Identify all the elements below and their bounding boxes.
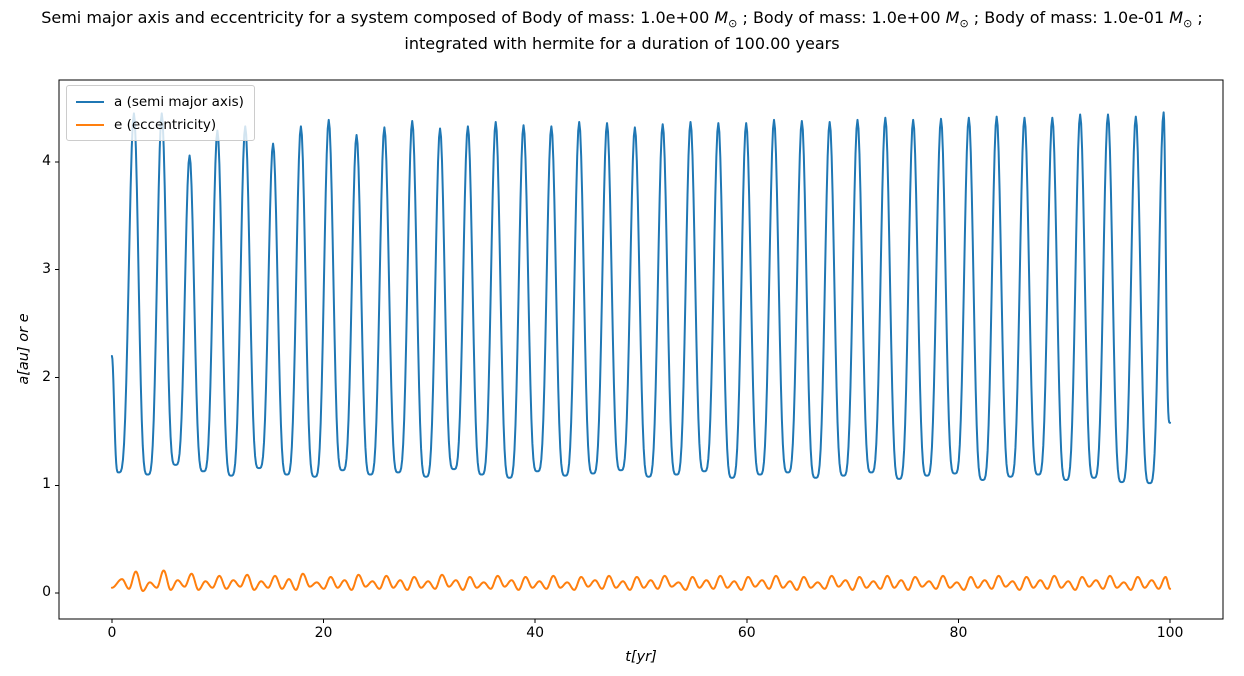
title-line-1: Semi major axis and eccentricity for a s… bbox=[0, 6, 1244, 32]
x-tick-label: 100 bbox=[1156, 625, 1184, 641]
y-tick-label: 3 bbox=[42, 260, 51, 277]
legend-label: a (semi major axis) bbox=[114, 93, 244, 110]
x-tick-label: 20 bbox=[314, 625, 333, 641]
sun-symbol: ⊙ bbox=[728, 17, 738, 31]
solar-mass-symbol: M bbox=[714, 8, 729, 27]
sun-symbol: ⊙ bbox=[1183, 17, 1193, 31]
title-segment: ; Body of mass: 1.0e+00 bbox=[737, 8, 946, 27]
legend-line-sample-orange bbox=[76, 123, 104, 126]
legend-line-sample-blue bbox=[76, 100, 104, 103]
legend: a (semi major axis) e (eccentricity) bbox=[66, 85, 255, 141]
title-segment: Semi major axis and eccentricity for a s… bbox=[41, 8, 715, 27]
legend-item-eccentricity: e (eccentricity) bbox=[76, 113, 244, 136]
chart-title: Semi major axis and eccentricity for a s… bbox=[0, 6, 1244, 57]
x-tick-label: 60 bbox=[737, 625, 756, 641]
solar-mass-symbol: M bbox=[945, 8, 960, 27]
title-line-2: integrated with hermite for a duration o… bbox=[404, 34, 840, 54]
x-tick-label: 40 bbox=[526, 625, 545, 641]
sun-symbol: ⊙ bbox=[959, 17, 969, 31]
y-tick-label: 4 bbox=[42, 152, 51, 169]
title-segment: ; Body of mass: 1.0e-01 bbox=[968, 8, 1170, 27]
legend-item-semi-major-axis: a (semi major axis) bbox=[76, 90, 244, 113]
legend-label: e (eccentricity) bbox=[114, 116, 217, 133]
solar-mass-symbol: M bbox=[1169, 8, 1184, 27]
x-axis-label: t[yr] bbox=[625, 649, 657, 665]
y-tick-label: 2 bbox=[42, 368, 51, 385]
x-tick-label: 0 bbox=[107, 625, 117, 641]
y-tick-label: 1 bbox=[42, 476, 51, 493]
y-tick-label: 0 bbox=[42, 584, 51, 601]
x-tick-label: 80 bbox=[949, 625, 968, 641]
title-segment: ; bbox=[1192, 8, 1203, 27]
